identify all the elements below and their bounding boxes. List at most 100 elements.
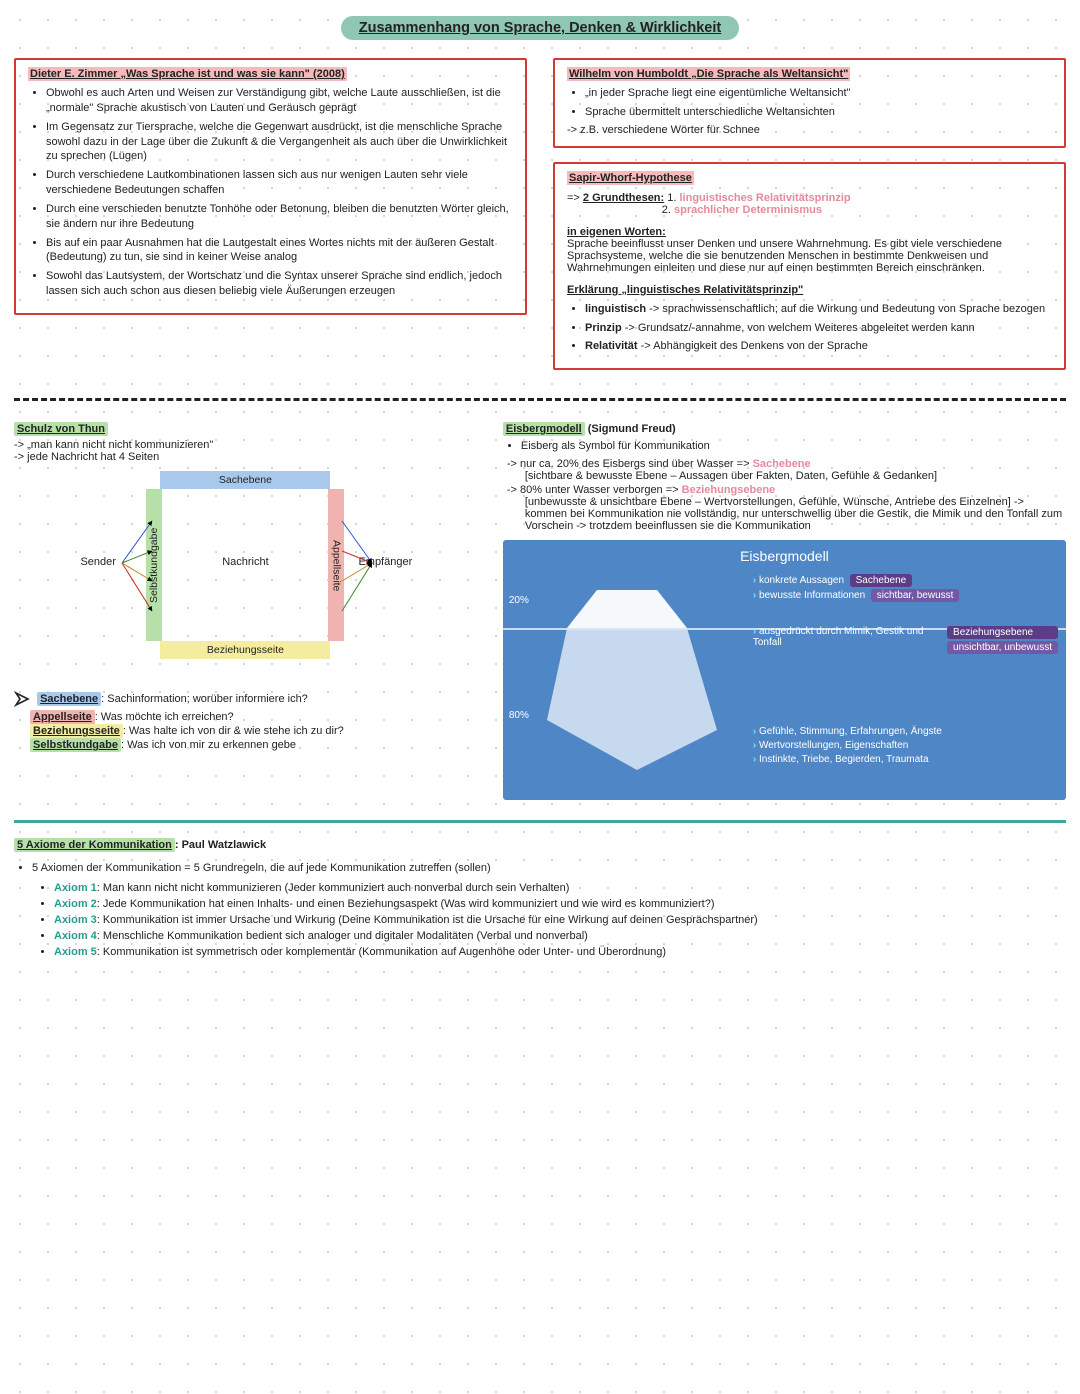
eis-top-labels: konkrete Aussagen Sachebene bewusste Inf…	[753, 574, 1058, 656]
zimmer-bullet: Obwohl es auch Arten und Weisen zur Vers…	[46, 86, 513, 116]
zimmer-bullet: Im Gegensatz zur Tiersprache, welche die…	[46, 120, 513, 165]
sapir-these1-no: 1.	[667, 192, 679, 204]
explain-text: : Was möchte ich erreichen?	[95, 711, 234, 723]
sapir-expl-item: Prinzip -> Grundsatz/-annahme, von welch…	[585, 321, 1052, 336]
eisberg-graphic: Eisbergmodell 20% 80% konkrete Aussagen …	[503, 540, 1066, 800]
eis-mid-r2: unsichtbar, unbewusst	[947, 641, 1058, 654]
axiome-heading-r: : Paul Watzlawick	[175, 839, 266, 851]
eisberg-heading-suf: (Sigmund Freud)	[585, 423, 676, 435]
eis-bot-line: Wertvorstellungen, Eigenschaften	[753, 739, 1058, 753]
diagram-arrows	[80, 471, 410, 671]
eisberg-l3: -> 80% unter Wasser verborgen => Beziehu…	[507, 484, 1066, 532]
eis-mid-l: ausgedrückt durch Mimik, Gestik und Tonf…	[753, 626, 939, 654]
schulz-col: Schulz von Thun -> „man kann nicht nicht…	[14, 423, 477, 800]
sapir-expl: Erklärung „linguistisches Relativitätspr…	[567, 284, 1052, 355]
eisberg-col: Eisbergmodell (Sigmund Freud) Eisberg al…	[503, 423, 1066, 800]
axiom-n: Axiom 4	[54, 930, 97, 942]
eis-top-l: konkrete Aussagen	[753, 575, 844, 586]
eisberg-l2b: Sachebene	[753, 458, 811, 470]
dashed-separator	[14, 398, 1066, 401]
eis-mid-r1: Beziehungsebene	[947, 626, 1058, 639]
eis-bot-line: Gefühle, Stimmung, Erfahrungen, Ängste	[753, 725, 1058, 739]
sapir-lead-label: 2 Grundthesen:	[583, 192, 664, 204]
sapir-expl-term: Prinzip	[585, 322, 622, 334]
schulz-diagram: Sachebene Appellseite Beziehungsseite Se…	[80, 471, 410, 671]
axiom-t: : Kommunikation ist immer Ursache und Wi…	[97, 914, 758, 926]
zimmer-bullet: Durch verschiedene Lautkombinationen las…	[46, 168, 513, 198]
eisberg-l3b: Beziehungsebene	[682, 484, 776, 496]
sapir-expl-text: -> sprachwissenschaftlich; auf die Wirku…	[646, 303, 1045, 315]
sapir-expl-term: Relativität	[585, 340, 638, 352]
eis-bottom-lines: Gefühle, Stimmung, Erfahrungen, Ängste W…	[753, 725, 1058, 767]
sapir-expl-term: linguistisch	[585, 303, 646, 315]
axiom-t: : Menschliche Kommunikation bedient sich…	[97, 930, 588, 942]
explain-label: Sachebene	[37, 692, 101, 706]
sapir-expl-item: Relativität -> Abhängigkeit des Denkens …	[585, 339, 1052, 354]
iceberg-icon	[537, 580, 747, 780]
sapir-these2-no: 2.	[662, 204, 674, 216]
explain-text: : Was halte ich von dir & wie stehe ich …	[123, 725, 344, 737]
sapir-expl-heading: Erklärung „linguistisches Relativitätspr…	[567, 284, 803, 296]
eisberg-heading: Eisbergmodell	[503, 422, 585, 436]
axiom-item: Axiom 5: Kommunikation ist symmetrisch o…	[54, 946, 1066, 958]
top-row: Dieter E. Zimmer „Was Sprache ist und wa…	[14, 58, 1066, 384]
axiome-intro: 5 Axiomen der Kommunikation = 5 Grundreg…	[32, 861, 1066, 876]
axiom-n: Axiom 2	[54, 898, 97, 910]
axiom-n: Axiom 1	[54, 882, 97, 894]
eis-pct-80: 80%	[509, 710, 529, 721]
explain-text: : Sachinformation; worüber informiere ic…	[101, 693, 308, 705]
axiom-t: : Jede Kommunikation hat einen Inhalts- …	[97, 898, 715, 910]
sapir-these2: sprachlicher Determinismus	[674, 204, 822, 216]
sapir-expl-list: linguistisch -> sprachwissenschaftlich; …	[567, 302, 1052, 355]
axiome-section: 5 Axiome der Kommunikation: Paul Watzlaw…	[14, 839, 1066, 958]
sapir-expl-text: -> Abhängigkeit des Denkens von der Spra…	[638, 340, 868, 352]
eisberg-l2a: -> nur ca. 20% des Eisbergs sind über Wa…	[507, 458, 753, 470]
eisberg-l3a: -> 80% unter Wasser verborgen =>	[507, 484, 682, 496]
schulz-l2: -> jede Nachricht hat 4 Seiten	[14, 451, 477, 463]
eisberg-b1: Eisberg als Symbol für Kommunikation	[521, 439, 1066, 454]
axiom-n: Axiom 5	[54, 946, 97, 958]
schulz-l1: -> „man kann nicht nicht kommunizieren"	[14, 439, 477, 451]
schulz-explain: Sachebene: Sachinformation; worüber info…	[14, 689, 477, 751]
axiom-item: Axiom 1: Man kann nicht nicht kommunizie…	[54, 882, 1066, 894]
eisberg-l3c: [unbewusste & unsichtbare Ebene – Wertvo…	[525, 496, 1066, 532]
humboldt-card: Wilhelm von Humboldt „Die Sprache als We…	[553, 58, 1066, 148]
explain-label: Beziehungsseite	[30, 724, 123, 738]
humboldt-heading: Wilhelm von Humboldt „Die Sprache als We…	[567, 67, 850, 81]
sapir-own-heading: in eigenen Worten:	[567, 226, 666, 238]
axiome-heading: 5 Axiome der Kommunikation	[14, 838, 175, 852]
axiom-item: Axiom 2: Jede Kommunikation hat einen In…	[54, 898, 1066, 910]
explain-label: Appellseite	[30, 710, 95, 724]
eis-top-l: bewusste Informationen	[753, 590, 865, 601]
teal-separator	[14, 820, 1066, 823]
zimmer-bullet: Sowohl das Lautsystem, der Wortschatz un…	[46, 269, 513, 299]
zimmer-bullet: Bis auf ein paar Ausnahmen hat die Lautg…	[46, 236, 513, 266]
eisberg-text: Eisberg als Symbol für Kommunikation	[503, 439, 1066, 454]
sapir-heading: Sapir-Whorf-Hypothese	[567, 171, 694, 185]
sapir-own: in eigenen Worten: Sprache beeinflusst u…	[567, 226, 1052, 274]
sapir-these1: linguistisches Relativitätsprinzip	[680, 192, 851, 204]
page-title-wrap: Zusammenhang von Sprache, Denken & Wirkl…	[14, 16, 1066, 40]
eis-top-r: Sachebene	[850, 574, 913, 587]
humboldt-bullet: „in jeder Sprache liegt eine eigentümlic…	[585, 86, 1052, 101]
sapir-card: Sapir-Whorf-Hypothese => 2 Grundthesen: …	[553, 162, 1066, 371]
sapir-lead: =>	[567, 192, 583, 204]
axiom-t: : Kommunikation ist symmetrisch oder kom…	[97, 946, 666, 958]
axiome-intro-list: 5 Axiomen der Kommunikation = 5 Grundreg…	[14, 861, 1066, 876]
zimmer-card: Dieter E. Zimmer „Was Sprache ist und wa…	[14, 58, 527, 315]
sapir-own-text: Sprache beeinflusst unser Denken und uns…	[567, 238, 1002, 274]
eisberg-l2c: [sichtbare & bewusste Ebene – Aussagen ü…	[525, 470, 937, 482]
pointer-icon	[14, 689, 34, 709]
sapir-expl-item: linguistisch -> sprachwissenschaftlich; …	[585, 302, 1052, 317]
explain-label: Selbstkundgabe	[30, 738, 121, 752]
eis-pct-20: 20%	[509, 595, 529, 606]
sapir-expl-text: -> Grundsatz/-annahme, von welchem Weite…	[622, 322, 975, 334]
page-title: Zusammenhang von Sprache, Denken & Wirkl…	[341, 16, 739, 40]
explain-text: : Was ich von mir zu erkennen gebe	[121, 739, 296, 751]
zimmer-heading: Dieter E. Zimmer „Was Sprache ist und wa…	[28, 67, 347, 81]
eis-top-r: sichtbar, bewusst	[871, 589, 960, 602]
mid-row: Schulz von Thun -> „man kann nicht nicht…	[14, 423, 1066, 800]
eisberg-graphic-title: Eisbergmodell	[513, 548, 1056, 564]
axiom-item: Axiom 4: Menschliche Kommunikation bedie…	[54, 930, 1066, 942]
eis-bot-line: Instinkte, Triebe, Begierden, Traumata	[753, 753, 1058, 767]
